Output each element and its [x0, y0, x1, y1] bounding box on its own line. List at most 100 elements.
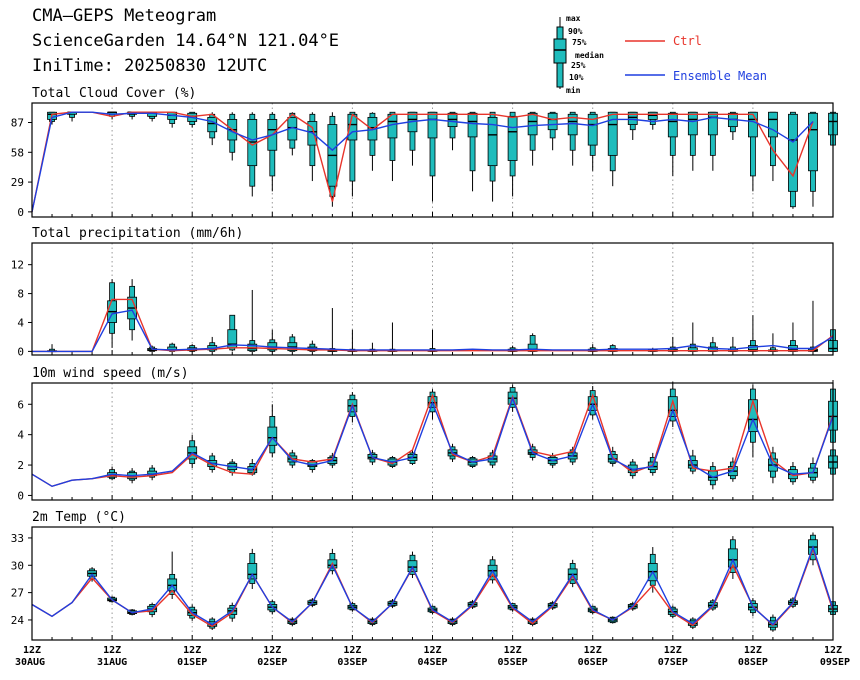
box-glyph [788, 111, 798, 209]
time-label-hour: 12Z [263, 645, 281, 656]
box-iqr [748, 111, 758, 138]
y-tick-label: 8 [17, 288, 24, 301]
panel-frame [31, 242, 834, 356]
y-tick-label: 0 [17, 206, 24, 219]
y-tick-label: 2 [17, 459, 24, 472]
station-location: ScienceGarden 14.64°N 121.04°E [32, 31, 340, 51]
time-label-hour: 12Z [423, 645, 441, 656]
y-tick-label: 4 [17, 316, 24, 329]
time-label-date: 02SEP [257, 657, 287, 668]
box-iqr [487, 116, 498, 167]
box-glyph [527, 111, 538, 166]
time-label-hour: 12Z [343, 645, 361, 656]
time-label-hour: 12Z [744, 645, 762, 656]
box-glyph [307, 112, 318, 182]
box-glyph [187, 111, 198, 128]
box-iqr [707, 111, 718, 136]
box-iqr [527, 112, 538, 136]
time-label-hour: 12Z [23, 645, 41, 656]
box-iqr [788, 113, 798, 192]
time-label-hour: 12Z [664, 645, 682, 656]
box-glyph [487, 111, 498, 202]
box-glyph [647, 111, 658, 130]
box-iqr [607, 111, 618, 156]
box-glyph [667, 111, 678, 176]
time-label-hour: 12Z [183, 645, 201, 656]
box-glyph [587, 111, 598, 171]
box-glyph [327, 112, 338, 207]
box-iqr [687, 111, 698, 136]
legend-box-label: min [566, 85, 581, 95]
box-glyph [768, 333, 778, 352]
legend-mean-label: Ensemble Mean [673, 69, 767, 83]
box-glyph [367, 112, 378, 171]
box-glyph [187, 434, 198, 469]
box-glyph [407, 111, 418, 166]
box-glyph [567, 111, 578, 166]
box-glyph [788, 322, 798, 352]
y-tick-label: 33 [11, 532, 24, 545]
time-label-date: 30AUG [15, 657, 45, 668]
box-glyph [247, 289, 258, 352]
time-label-date: 09SEP [820, 657, 850, 668]
box-glyph [808, 300, 818, 352]
time-label-hour: 12Z [824, 645, 842, 656]
box-iqr [467, 112, 478, 138]
init-time: IniTime: 20250830 12UTC [32, 56, 268, 76]
box-iqr [727, 548, 738, 568]
box-iqr [427, 111, 438, 139]
time-label-hour: 12Z [103, 645, 121, 656]
box-glyph [227, 112, 238, 161]
box-glyph [748, 111, 758, 192]
ctrl-line [31, 111, 814, 213]
box-glyph [687, 449, 698, 475]
box-glyph [627, 111, 638, 140]
box-iqr [667, 112, 678, 138]
ensemble-mean-line [31, 544, 834, 626]
box-glyph [427, 329, 438, 352]
box-iqr [547, 112, 558, 131]
panel-frame [31, 382, 834, 501]
y-tick-label: 30 [11, 559, 24, 572]
box-glyph [607, 111, 618, 187]
box-glyph [447, 111, 458, 151]
box-glyph [727, 536, 738, 579]
box-glyph [467, 111, 478, 192]
y-tick-label: 27 [11, 587, 24, 600]
time-label-hour: 12Z [504, 645, 522, 656]
ensemble-mean-line [31, 111, 814, 213]
box-glyph [687, 322, 698, 352]
panel-4: 2m Temp (°C) 24 27 30 33 [11, 510, 838, 641]
y-tick-label: 0 [17, 489, 24, 502]
legend-box-label: 90% [568, 27, 583, 36]
box-glyph [247, 112, 258, 197]
box-glyph [347, 329, 358, 352]
time-label-date: 03SEP [337, 657, 367, 668]
box-inner [349, 111, 356, 182]
time-label-date: 01SEP [177, 657, 207, 668]
y-tick-label: 58 [11, 146, 24, 159]
box-glyph [507, 111, 518, 197]
box-glyph [427, 111, 438, 202]
time-label-date: 31AUG [97, 657, 127, 668]
panel-title: 10m wind speed (m/s) [32, 366, 189, 381]
box-iqr [267, 426, 278, 446]
panel-2: Total precipitation (mm/6h) 0 4 8 12 [11, 226, 838, 358]
box-glyph [768, 111, 778, 182]
legend-box-label: 10% [569, 73, 584, 82]
box-iqr [207, 116, 218, 133]
box-iqr [768, 111, 778, 138]
time-label-date: 05SEP [498, 657, 528, 668]
y-tick-label: 12 [11, 259, 24, 272]
time-label-date: 04SEP [417, 657, 447, 668]
y-tick-label: 24 [11, 614, 25, 627]
time-label-hour: 12Z [584, 645, 602, 656]
box-inner [469, 111, 476, 172]
legend-box-label: 75% [572, 38, 587, 47]
time-label-date: 08SEP [738, 657, 768, 668]
y-tick-label: 87 [11, 117, 24, 130]
y-tick-label: 0 [17, 345, 24, 358]
box-glyph [347, 111, 358, 197]
